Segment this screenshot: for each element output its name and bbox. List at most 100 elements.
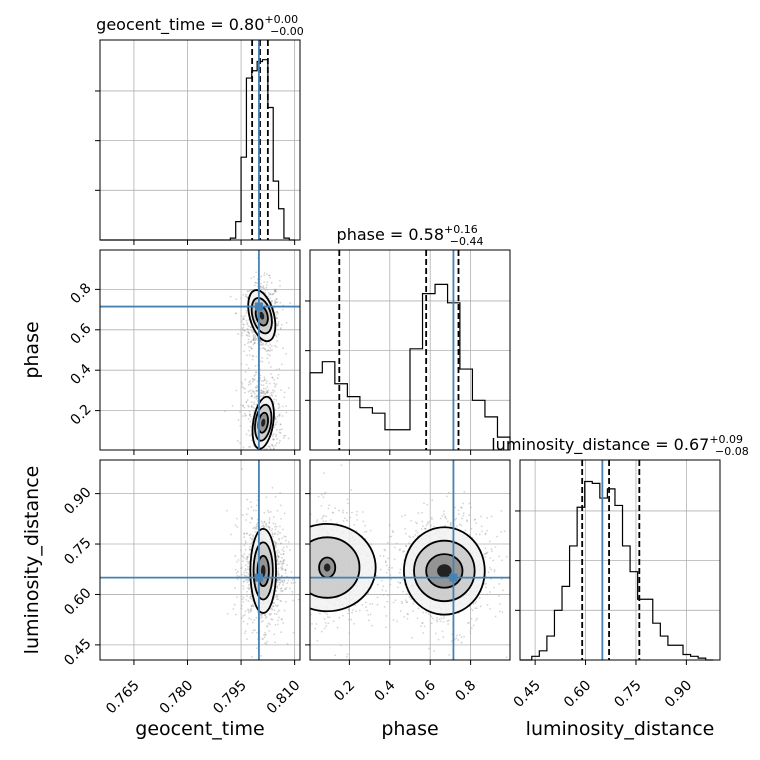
scatter-point	[272, 605, 275, 608]
scatter-point	[288, 572, 290, 574]
scatter-point	[271, 444, 274, 447]
scatter-point	[284, 569, 287, 572]
scatter-point	[260, 614, 262, 617]
scatter-point	[444, 524, 447, 527]
scatter-point	[247, 609, 250, 612]
scatter-point	[255, 525, 258, 528]
scatter-point	[276, 317, 278, 320]
scatter-point	[260, 391, 263, 394]
scatter-point	[244, 391, 246, 394]
scatter-point	[288, 587, 291, 590]
scatter-point	[270, 373, 272, 375]
scatter-point	[323, 611, 326, 614]
scatter-point	[265, 525, 268, 528]
scatter-point	[376, 583, 379, 586]
scatter-point	[281, 556, 283, 559]
scatter-point	[270, 300, 273, 303]
scatter-point	[292, 582, 295, 584]
scatter-point	[249, 609, 252, 611]
scatter-point	[277, 373, 280, 376]
scatter-point	[262, 524, 265, 527]
scatter-point	[253, 333, 255, 336]
scatter-point	[243, 323, 245, 326]
scatter-point	[242, 587, 245, 590]
scatter-point	[271, 450, 273, 452]
scatter-point	[247, 608, 249, 611]
scatter-point	[242, 329, 245, 332]
scatter-point	[404, 514, 407, 517]
scatter-point	[261, 637, 264, 640]
scatter-point	[302, 603, 304, 605]
scatter-point	[384, 626, 387, 629]
scatter-point	[308, 561, 310, 563]
scatter-point	[325, 515, 328, 518]
scatter-point	[440, 617, 443, 620]
scatter-point	[266, 391, 269, 394]
scatter-point	[420, 625, 422, 628]
scatter-point	[467, 622, 469, 624]
scatter-point	[396, 620, 398, 623]
scatter-point	[426, 522, 429, 525]
scatter-point	[248, 586, 251, 589]
scatter-point	[264, 343, 267, 346]
scatter-point	[492, 559, 495, 562]
scatter-point	[421, 525, 424, 527]
scatter-point	[427, 521, 429, 524]
scatter-point	[303, 634, 305, 636]
scatter-point	[352, 609, 354, 612]
scatter-point	[345, 511, 348, 514]
scatter-point	[235, 389, 238, 392]
scatter-point	[494, 615, 497, 618]
scatter-point	[276, 415, 279, 418]
panel-frame	[519, 459, 721, 661]
scatter-point	[272, 391, 275, 394]
scatter-point	[273, 533, 276, 536]
scatter-point	[286, 506, 288, 508]
scatter-point	[249, 521, 252, 524]
scatter-point	[462, 512, 465, 515]
scatter-point	[276, 339, 279, 342]
scatter-point	[261, 620, 263, 623]
scatter-point	[250, 392, 253, 395]
scatter-point	[425, 611, 428, 614]
scatter-point	[457, 513, 460, 515]
scatter-point	[291, 578, 294, 581]
scatter-point	[268, 354, 271, 357]
scatter-point	[270, 281, 273, 284]
scatter-point	[252, 535, 254, 538]
scatter-point	[252, 390, 255, 393]
scatter-point	[265, 522, 267, 525]
scatter-point	[262, 638, 265, 640]
scatter-point	[268, 361, 270, 364]
scatter-point	[485, 552, 488, 555]
histogram-luminosity_distance	[520, 480, 714, 661]
scatter-point	[445, 495, 448, 498]
scatter-point	[246, 590, 248, 593]
scatter-point	[252, 338, 255, 341]
scatter-point	[247, 331, 250, 333]
scatter-point	[282, 405, 284, 408]
scatter-point	[381, 589, 384, 591]
scatter-point	[280, 562, 283, 565]
scatter-point	[443, 617, 445, 620]
scatter-point	[279, 587, 282, 590]
scatter-point	[260, 389, 263, 392]
scatter-point	[250, 618, 253, 621]
scatter-point	[269, 366, 272, 368]
scatter-point	[243, 571, 246, 574]
scatter-point	[315, 520, 318, 523]
scatter-point	[268, 629, 271, 632]
density-peak	[261, 418, 266, 427]
scatter-point	[265, 524, 268, 526]
scatter-point	[259, 285, 262, 288]
scatter-point	[269, 349, 272, 352]
scatter-point	[296, 558, 298, 560]
scatter-point	[244, 295, 247, 298]
scatter-point	[276, 455, 278, 457]
scatter-point	[265, 342, 268, 345]
scatter-point	[280, 600, 282, 602]
scatter-point	[467, 622, 470, 624]
scatter-point	[279, 599, 282, 602]
scatter-point	[280, 428, 283, 431]
scatter-point	[249, 453, 251, 455]
